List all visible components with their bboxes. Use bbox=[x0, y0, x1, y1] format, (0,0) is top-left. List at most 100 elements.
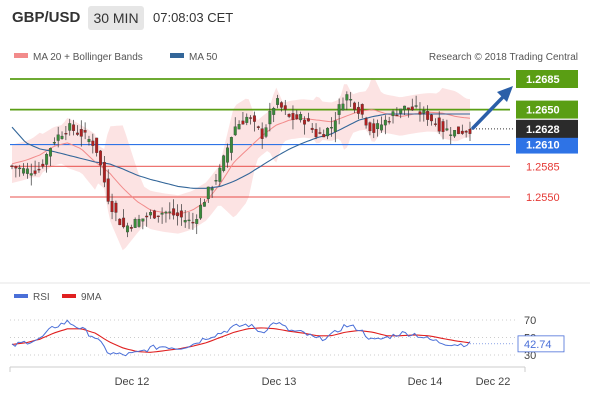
rsi-plot: 70503042.74 bbox=[10, 315, 565, 362]
candle-up bbox=[149, 212, 153, 216]
candle-up bbox=[422, 110, 426, 114]
candle-down bbox=[106, 178, 110, 202]
candle-down bbox=[322, 134, 326, 138]
candle-up bbox=[264, 127, 268, 137]
candle-up bbox=[268, 110, 272, 125]
candle-up bbox=[87, 139, 91, 143]
projection-arrow-head bbox=[497, 86, 513, 102]
candle-up bbox=[229, 137, 233, 153]
candle-down bbox=[179, 210, 183, 218]
rsi-tick-label: 70 bbox=[524, 315, 536, 327]
candle-up bbox=[68, 123, 72, 131]
x-tick-label: Dec 13 bbox=[262, 376, 297, 388]
level-label-box bbox=[516, 135, 578, 154]
level-label: 1.2585 bbox=[526, 161, 560, 173]
timestamp: 07:08:03 CET bbox=[153, 10, 234, 25]
chart-header: GBP/USD 30 MIN 07:08:03 CET bbox=[0, 0, 590, 36]
candle-up bbox=[349, 99, 353, 101]
candle-up bbox=[18, 167, 22, 170]
candle-down bbox=[260, 128, 264, 139]
candle-down bbox=[33, 170, 37, 174]
candle-down bbox=[152, 210, 156, 219]
candle-down bbox=[41, 163, 45, 167]
candle-up bbox=[52, 142, 56, 144]
candle-up bbox=[137, 218, 141, 227]
candle-down bbox=[410, 106, 414, 111]
candle-down bbox=[253, 115, 256, 122]
rsi-value-label: 42.74 bbox=[524, 339, 552, 351]
legend-label-ma20: MA 20 + Bollinger Bands bbox=[33, 52, 143, 63]
candle-down bbox=[468, 128, 472, 134]
rsi-line bbox=[11, 319, 471, 357]
candle-down bbox=[91, 140, 95, 146]
candle-up bbox=[445, 128, 449, 131]
candle-down bbox=[395, 114, 399, 117]
x-tick-label: Dec 22 bbox=[476, 376, 511, 388]
candle-up bbox=[376, 123, 380, 130]
candle-up bbox=[245, 116, 249, 123]
candle-down bbox=[122, 217, 126, 228]
candle-down bbox=[437, 117, 441, 132]
candle-up bbox=[326, 127, 330, 137]
candle-down bbox=[72, 124, 76, 131]
candle-up bbox=[391, 111, 395, 117]
candle-up bbox=[202, 202, 206, 207]
price-candles bbox=[10, 91, 472, 238]
candle-down bbox=[83, 130, 87, 133]
candle-down bbox=[353, 102, 356, 110]
candle-up bbox=[60, 135, 64, 139]
level-label-box bbox=[516, 70, 578, 88]
candle-up bbox=[56, 134, 60, 141]
candle-down bbox=[79, 129, 83, 137]
copyright-text: Research © 2018 Trading Central bbox=[429, 52, 578, 63]
candle-up bbox=[399, 108, 403, 114]
key-levels: 1.2685 1.2650 1.2610 1.2585 1.2550 bbox=[10, 70, 578, 206]
candle-down bbox=[387, 121, 391, 123]
candle-up bbox=[22, 168, 25, 174]
candle-down bbox=[287, 113, 291, 117]
candle-down bbox=[129, 227, 133, 229]
candle-down bbox=[291, 113, 295, 120]
candle-up bbox=[237, 124, 241, 130]
rsi-tick-label: 30 bbox=[524, 350, 536, 362]
candle-down bbox=[118, 218, 122, 226]
symbol-title: GBP/USD bbox=[12, 9, 81, 26]
level-label: 1.2685 bbox=[526, 74, 560, 86]
candle-up bbox=[299, 114, 303, 121]
candle-up bbox=[383, 119, 387, 126]
projection-arrow-shaft bbox=[471, 95, 505, 130]
bollinger-bands bbox=[12, 78, 470, 251]
candle-up bbox=[276, 98, 280, 105]
candle-down bbox=[176, 212, 179, 217]
candle-up bbox=[341, 103, 345, 111]
candle-down bbox=[102, 161, 106, 183]
candle-down bbox=[75, 132, 79, 135]
candle-up bbox=[160, 212, 164, 215]
x-tick-label: Dec 14 bbox=[408, 376, 443, 388]
candle-up bbox=[141, 218, 145, 222]
candle-down bbox=[430, 114, 433, 122]
rsi-value-box bbox=[517, 335, 565, 353]
candle-up bbox=[337, 104, 341, 115]
candle-down bbox=[172, 208, 176, 216]
candle-up bbox=[199, 204, 203, 219]
candle-up bbox=[126, 225, 129, 233]
candle-up bbox=[345, 94, 349, 101]
candle-up bbox=[449, 134, 453, 136]
candle-up bbox=[414, 105, 418, 107]
current-price-box bbox=[516, 119, 578, 138]
level-label-box bbox=[516, 188, 578, 206]
level-label: 1.2610 bbox=[526, 140, 560, 152]
legend-label-9ma: 9MA bbox=[81, 292, 102, 303]
legend-swatch-ma20 bbox=[14, 53, 28, 58]
candle-up bbox=[206, 186, 210, 200]
candle-up bbox=[272, 108, 276, 115]
candle-down bbox=[360, 104, 364, 115]
candle-down bbox=[110, 201, 114, 213]
level-label: 1.2550 bbox=[526, 192, 560, 204]
legend-swatch-9ma bbox=[62, 294, 76, 298]
candle-up bbox=[214, 180, 218, 182]
timeframe-badge[interactable]: 30 MIN bbox=[88, 6, 144, 30]
candle-down bbox=[95, 137, 99, 153]
